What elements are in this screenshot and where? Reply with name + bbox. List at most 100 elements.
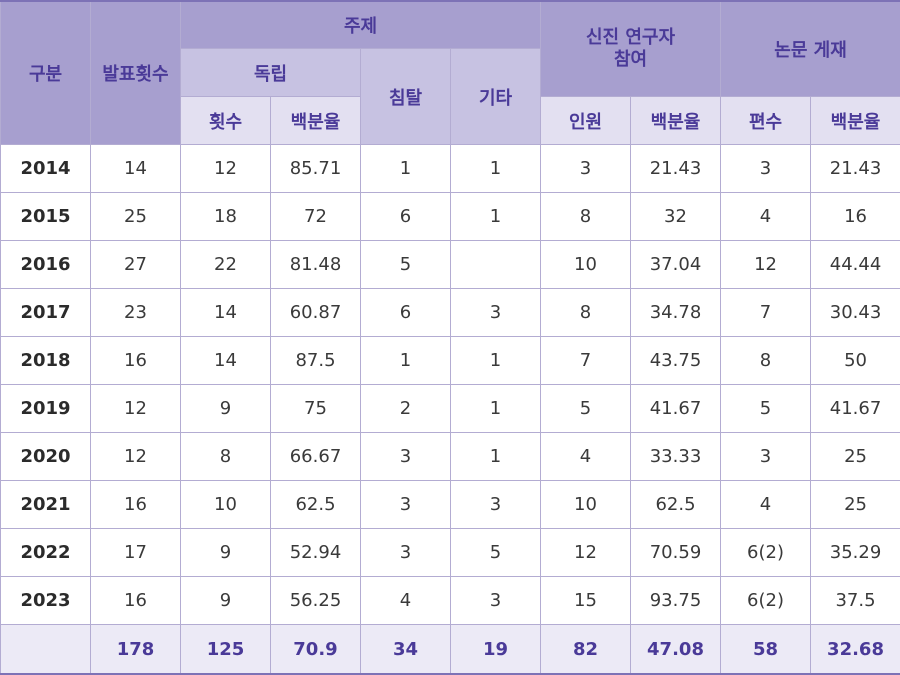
- header-presentations: 발표횟수: [91, 1, 181, 145]
- header-percentage-paper: 백분율: [811, 97, 900, 145]
- table-cell: 3: [361, 481, 451, 529]
- table-cell: 16: [91, 481, 181, 529]
- table-cell: 10: [181, 481, 271, 529]
- table-cell: 14: [181, 337, 271, 385]
- table-cell: 23: [91, 289, 181, 337]
- year-cell: 2023: [1, 577, 91, 625]
- table-cell: 21.43: [631, 145, 721, 193]
- table-cell: 32.68: [811, 625, 900, 675]
- table-cell: 4: [361, 577, 451, 625]
- table-cell: 35.29: [811, 529, 900, 577]
- table-cell: 21.43: [811, 145, 900, 193]
- table-cell: 44.44: [811, 241, 900, 289]
- year-cell: [1, 625, 91, 675]
- header-percentage: 백분율: [271, 97, 361, 145]
- table-cell: 5: [361, 241, 451, 289]
- table-cell: 14: [181, 289, 271, 337]
- table-cell: 8: [541, 289, 631, 337]
- year-cell: 2017: [1, 289, 91, 337]
- table-cell: [451, 241, 541, 289]
- table-cell: 60.87: [271, 289, 361, 337]
- table-cell: 8: [721, 337, 811, 385]
- table-cell: 37.04: [631, 241, 721, 289]
- year-cell: 2021: [1, 481, 91, 529]
- table-cell: 1: [451, 385, 541, 433]
- table-cell: 18: [181, 193, 271, 241]
- table-cell: 70.59: [631, 529, 721, 577]
- table-cell: 7: [721, 289, 811, 337]
- table-cell: 66.67: [271, 433, 361, 481]
- header-people: 인원: [541, 97, 631, 145]
- year-cell: 2020: [1, 433, 91, 481]
- table-cell: 30.43: [811, 289, 900, 337]
- table-cell: 75: [271, 385, 361, 433]
- table-cell: 93.75: [631, 577, 721, 625]
- header-topic: 주제: [181, 1, 541, 49]
- table-cell: 56.25: [271, 577, 361, 625]
- table-cell: 9: [181, 385, 271, 433]
- table-cell: 47.08: [631, 625, 721, 675]
- table-cell: 3: [361, 433, 451, 481]
- table-cell: 85.71: [271, 145, 361, 193]
- table-cell: 10: [541, 241, 631, 289]
- table-cell: 7: [541, 337, 631, 385]
- table-cell: 4: [721, 481, 811, 529]
- table-cell: 25: [811, 481, 900, 529]
- table-cell: 6: [361, 193, 451, 241]
- year-cell: 2018: [1, 337, 91, 385]
- table-cell: 62.5: [631, 481, 721, 529]
- table-cell: 12: [541, 529, 631, 577]
- table-cell: 4: [541, 433, 631, 481]
- table-cell: 12: [91, 385, 181, 433]
- table-cell: 41.67: [631, 385, 721, 433]
- table-cell: 4: [721, 193, 811, 241]
- table-cell: 16: [91, 337, 181, 385]
- header-new-researcher-line1: 신진 연구자: [586, 27, 675, 48]
- table-cell: 6(2): [721, 529, 811, 577]
- table-cell: 1: [361, 145, 451, 193]
- table-cell: 34: [361, 625, 451, 675]
- table-cell: 3: [451, 289, 541, 337]
- table-cell: 1: [361, 337, 451, 385]
- header-independent: 독립: [181, 49, 361, 97]
- table-cell: 70.9: [271, 625, 361, 675]
- table-header: 구분 발표횟수 주제 신진 연구자 참여 논문 게재 독립 침탈 기타 횟수 백…: [1, 1, 900, 145]
- table-cell: 1: [451, 337, 541, 385]
- table-cell: 72: [271, 193, 361, 241]
- year-cell: 2016: [1, 241, 91, 289]
- table-cell: 34.78: [631, 289, 721, 337]
- table-cell: 125: [181, 625, 271, 675]
- table-cell: 19: [451, 625, 541, 675]
- header-new-researcher-line2: 참여: [614, 49, 647, 70]
- table-cell: 9: [181, 529, 271, 577]
- table-cell: 15: [541, 577, 631, 625]
- header-paper: 논문 게재: [721, 1, 900, 97]
- table-cell: 17: [91, 529, 181, 577]
- header-category: 구분: [1, 1, 91, 145]
- table-cell: 10: [541, 481, 631, 529]
- table-cell: 9: [181, 577, 271, 625]
- table-cell: 8: [181, 433, 271, 481]
- table-cell: 50: [811, 337, 900, 385]
- table-cell: 3: [721, 145, 811, 193]
- table-cell: 52.94: [271, 529, 361, 577]
- table-cell: 8: [541, 193, 631, 241]
- table-cell: 6(2): [721, 577, 811, 625]
- table-cell: 5: [451, 529, 541, 577]
- table-cell: 5: [721, 385, 811, 433]
- table-cell: 1: [451, 433, 541, 481]
- year-cell: 2015: [1, 193, 91, 241]
- table-cell: 178: [91, 625, 181, 675]
- table-cell: 3: [361, 529, 451, 577]
- header-new-researcher: 신진 연구자 참여: [541, 1, 721, 97]
- table-cell: 41.67: [811, 385, 900, 433]
